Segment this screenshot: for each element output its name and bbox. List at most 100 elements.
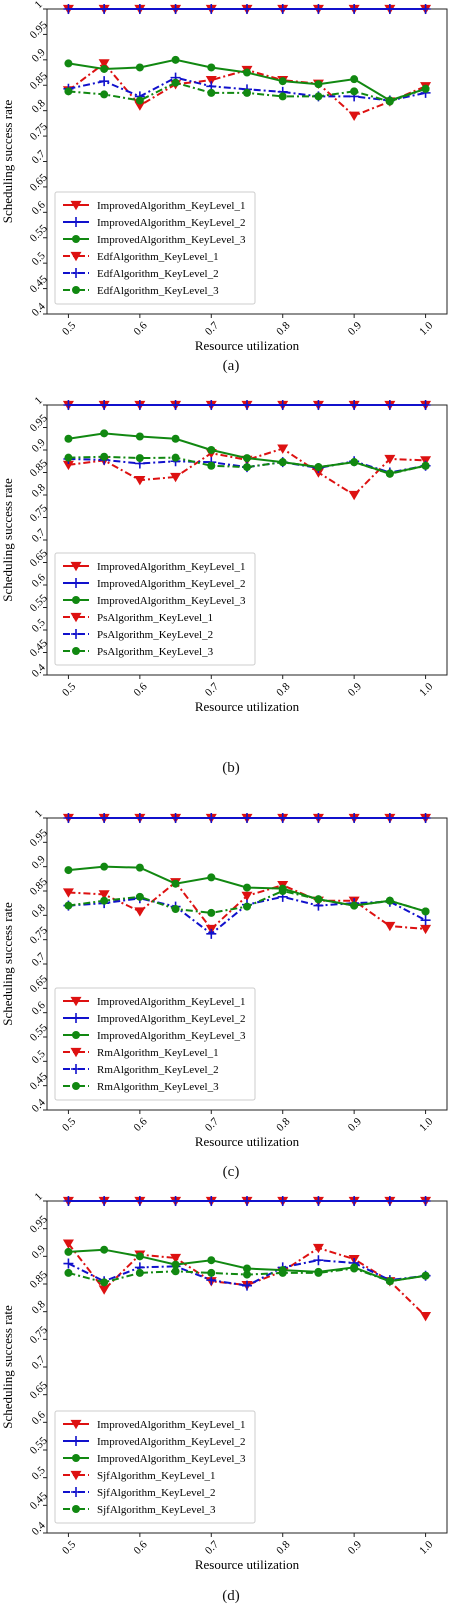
data-point: [64, 434, 73, 443]
legend-label: SjfAlgorithm_KeyLevel_3: [97, 1504, 216, 1516]
data-point: [243, 454, 251, 463]
data-point: [170, 1196, 181, 1206]
legend-marker: [72, 647, 80, 655]
data-point: [62, 460, 74, 471]
data-point: [171, 1267, 180, 1276]
data-point: [63, 813, 74, 823]
y-tick-label: 1: [32, 1191, 44, 1203]
x-tick-label: 0.8: [274, 319, 293, 338]
data-point: [99, 4, 110, 14]
panel-label-d: (d): [222, 1588, 240, 1604]
panel-label-a: (a): [222, 358, 240, 374]
data-point: [207, 908, 216, 917]
data-point: [421, 84, 430, 93]
data-point: [312, 1243, 324, 1254]
legend-box: [54, 1410, 256, 1524]
series-line: [68, 76, 426, 102]
data-point: [98, 1285, 110, 1295]
legend-marker: [70, 612, 82, 623]
data-point: [278, 1266, 287, 1275]
data-point: [98, 59, 110, 69]
data-point: [350, 75, 359, 84]
data-point: [420, 1196, 431, 1206]
data-point: [242, 1280, 252, 1291]
x-tick-label: 0.9: [346, 680, 365, 699]
data-point: [207, 446, 216, 454]
legend-label: ImprovedAlgorithm_KeyLevel_2: [97, 217, 245, 229]
data-point: [100, 64, 109, 73]
legend-label: ImprovedAlgorithm_KeyLevel_1: [97, 561, 245, 573]
data-point: [313, 1255, 324, 1266]
data-point: [63, 1258, 74, 1269]
data-point: [277, 813, 288, 823]
legend-label: ImprovedAlgorithm_KeyLevel_1: [97, 996, 245, 1008]
data-point: [134, 4, 145, 14]
y-axis-label: Scheduling success rate: [0, 1305, 15, 1429]
y-axis-label: Scheduling success rate: [0, 100, 15, 224]
data-point: [134, 1196, 145, 1206]
data-point: [134, 476, 146, 486]
data-point: [171, 879, 180, 888]
data-point: [312, 468, 324, 478]
legend-marker: [72, 596, 80, 604]
legend-label: SjfAlgorithm_KeyLevel_1: [97, 1470, 216, 1482]
x-tick-label: 0.6: [131, 680, 150, 699]
data-point: [64, 866, 73, 875]
y-tick-label: 0.5: [30, 1048, 49, 1067]
legend-marker: [70, 561, 82, 572]
data-point: [350, 458, 359, 467]
data-point: [100, 896, 109, 905]
y-tick-label: 0.9: [30, 1243, 49, 1262]
data-point: [64, 1247, 73, 1256]
y-tick-label: 0.4: [30, 661, 49, 680]
data-point: [384, 454, 396, 465]
data-point: [242, 400, 252, 410]
legend-label: ImprovedAlgorithm_KeyLevel_2: [97, 578, 245, 590]
legend-marker: [70, 251, 82, 262]
y-tick-label: 0.7: [30, 950, 49, 969]
data-point: [350, 901, 359, 910]
data-point: [314, 895, 323, 904]
data-point: [206, 1196, 217, 1206]
legend-marker: [70, 1419, 82, 1430]
data-point: [314, 463, 323, 472]
legend-label: ImprovedAlgorithm_KeyLevel_1: [97, 200, 245, 212]
data-point: [420, 1311, 432, 1322]
data-point: [349, 4, 360, 14]
y-tick-label: 0.9: [30, 46, 49, 65]
data-point: [206, 928, 217, 939]
legend-marker: [72, 1505, 80, 1513]
y-tick-label: 0.4: [30, 1096, 49, 1115]
data-point: [420, 813, 431, 823]
x-tick-label: 0.6: [131, 1115, 150, 1134]
data-point: [62, 1239, 74, 1249]
data-point: [313, 813, 324, 823]
series-ImprovedAlgorithm_KeyLevel_3: [64, 862, 430, 916]
data-point: [171, 434, 180, 443]
legend-marker: [71, 268, 81, 278]
data-point: [100, 452, 109, 461]
x-axis-label: Resource utilization: [195, 1134, 300, 1149]
x-tick-label: 0.9: [346, 319, 365, 338]
x-tick-label: 0.9: [346, 1538, 365, 1557]
legend-label: ImprovedAlgorithm_KeyLevel_1: [97, 1419, 245, 1431]
data-point: [207, 1268, 216, 1277]
legend-marker: [71, 1064, 81, 1074]
data-point: [134, 400, 145, 410]
series-ImprovedAlgorithm_KeyLevel_3: [64, 1245, 430, 1286]
panel-label-c: (c): [222, 1164, 240, 1180]
data-point: [384, 1196, 395, 1206]
data-point: [99, 813, 110, 823]
legend-box: [54, 552, 256, 666]
x-tick-label: 0.6: [131, 319, 150, 338]
data-point: [385, 469, 394, 478]
data-point: [135, 863, 144, 872]
x-tick-label: 1.0: [417, 1538, 436, 1557]
data-point: [384, 4, 395, 14]
series-PsAlgorithm_KeyLevel_1: [62, 444, 432, 501]
data-point: [64, 453, 73, 462]
series-line: [67, 1259, 426, 1287]
x-tick-label: 0.6: [131, 1538, 150, 1557]
series-line: [67, 1242, 427, 1317]
data-point: [135, 432, 144, 441]
